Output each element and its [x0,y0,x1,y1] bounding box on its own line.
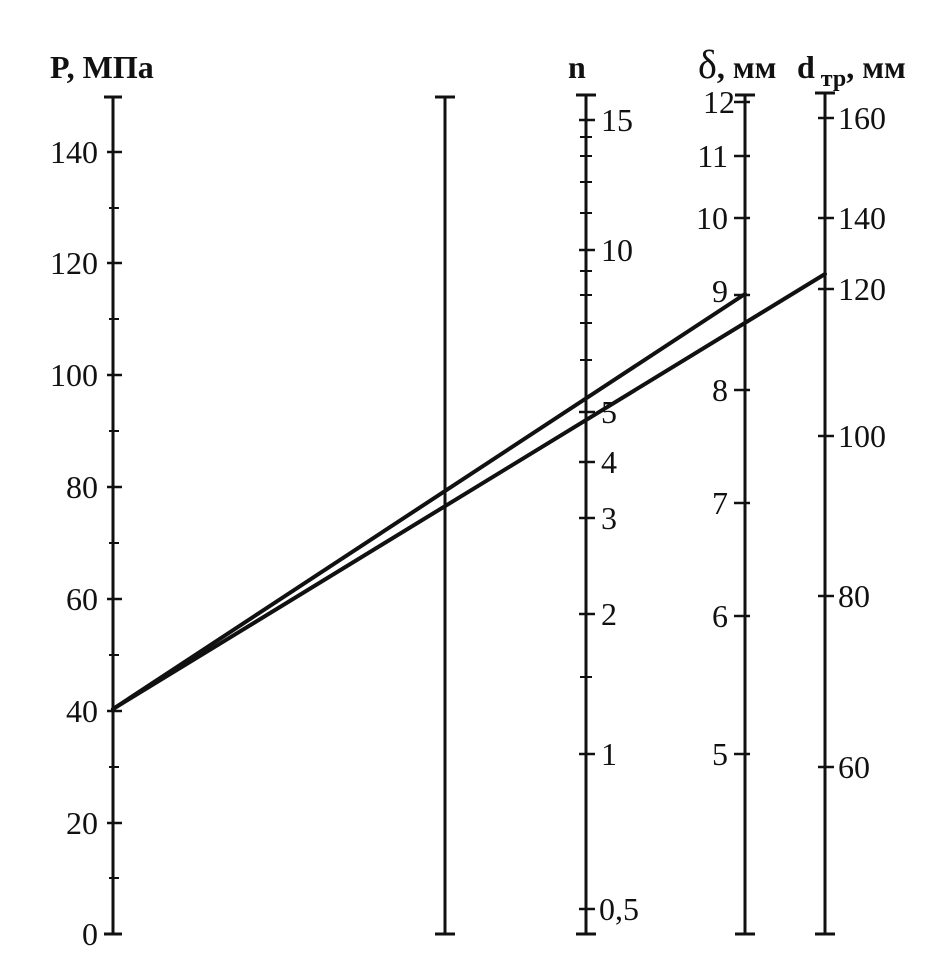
dtr-label-80: 80 [838,578,870,614]
delta-axis-title: δ, мм [698,42,776,87]
dtr-axis-labels: 60 80 100 120 140 160 [838,100,886,785]
n-label-4: 4 [601,444,617,480]
p-label-120: 120 [50,245,98,281]
p-label-40: 40 [66,693,98,729]
n-label-10: 10 [601,232,633,268]
dtr-axis-ticks [818,116,834,769]
p-label-140: 140 [50,134,98,170]
delta-axis-labels: 5 6 7 8 9 10 11 12 [696,84,735,772]
n-axis-ticks [579,118,595,911]
dtr-label-120: 120 [838,271,886,307]
n-axis-title: n [568,49,586,85]
delta-label-5: 5 [712,736,728,772]
p-label-0: 0 [82,916,98,952]
dtr-label-100: 100 [838,418,886,454]
p-label-100: 100 [50,357,98,393]
dtr-axis-title-unit: , мм [846,49,906,85]
n-label-0-5: 0,5 [599,891,639,927]
delta-label-6: 6 [712,598,728,634]
delta-axis-title-unit: , мм [717,49,777,85]
delta-axis: δ, мм 5 6 7 8 9 10 11 12 [696,42,776,936]
dtr-axis-title-sub: тр [821,66,846,92]
reference-axis [435,95,455,936]
dtr-axis: d тр, мм 60 80 100 120 140 160 [797,49,906,936]
p-label-20: 20 [66,805,98,841]
dtr-axis-title: d тр, мм [797,49,906,92]
dtr-label-160: 160 [838,100,886,136]
n-label-3: 3 [601,500,617,536]
n-axis-labels: 0,5 1 2 3 4 5 10 15 [599,102,639,927]
p-label-80: 80 [66,469,98,505]
key-line-p-to-delta [111,292,747,711]
delta-label-11: 11 [697,138,728,174]
p-axis-ticks [107,150,122,936]
delta-label-12: 12 [703,84,735,120]
p-axis-labels: 0 20 40 60 80 100 120 140 [50,134,98,952]
n-label-15: 15 [601,102,633,138]
delta-label-9: 9 [712,273,728,309]
key-lines [111,272,827,711]
n-label-5: 5 [601,394,617,430]
n-label-1: 1 [601,736,617,772]
p-axis: P, МПа 0 20 40 60 80 100 [50,49,154,952]
delta-axis-ticks [734,100,750,756]
dtr-label-140: 140 [838,200,886,236]
dtr-axis-title-main: d [797,49,815,85]
p-label-60: 60 [66,581,98,617]
delta-label-10: 10 [696,200,728,236]
delta-label-7: 7 [712,485,728,521]
delta-label-8: 8 [712,372,728,408]
n-axis: n 0,5 1 2 3 4 5 [568,49,639,936]
dtr-label-60: 60 [838,749,870,785]
key-line-p-to-dtr [111,272,827,711]
p-axis-title: P, МПа [50,49,154,85]
delta-axis-title-symbol: δ [698,42,717,87]
n-label-2: 2 [601,596,617,632]
